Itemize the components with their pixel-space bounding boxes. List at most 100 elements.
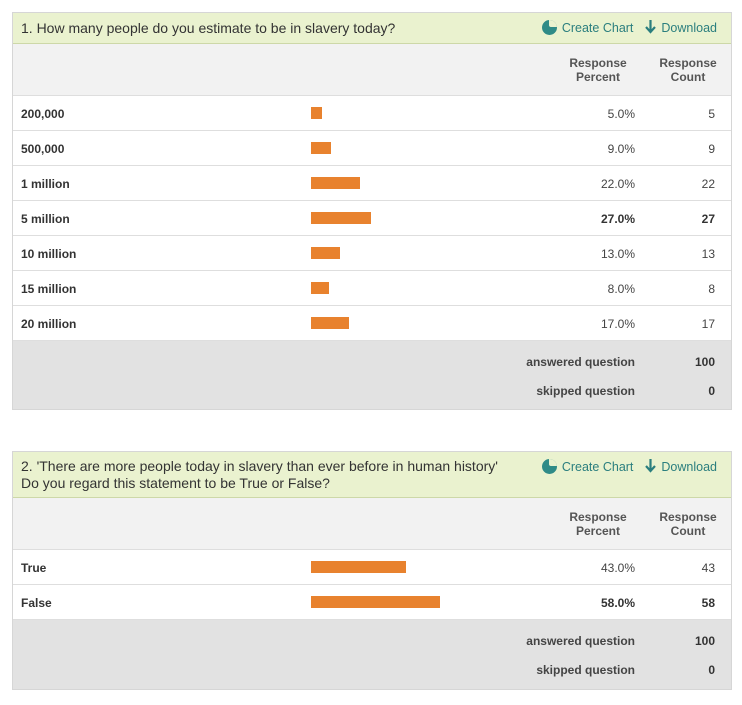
create-chart-button[interactable]: Create Chart [541,459,634,474]
skipped-value: 0 [708,384,715,398]
response-bar [311,317,349,329]
response-bar [311,212,371,224]
answer-label: False [21,596,52,610]
response-percent: 22.0% [600,177,635,191]
pie-chart-icon [541,20,557,35]
bar-track [311,107,461,119]
answer-label: 500,000 [21,142,65,156]
bar-track [311,317,461,329]
response-bar [311,596,440,608]
answered-row: answered question 100 [13,634,731,654]
answer-label: 5 million [21,212,70,226]
response-percent: 43.0% [600,561,635,575]
answered-row: answered question 100 [13,355,731,375]
answer-rows: True 43.0% 43 False 58.0% 58 [13,550,731,620]
answer-row: True 43.0% 43 [13,550,731,585]
download-label: Download [661,459,717,474]
skipped-row: skipped question 0 [13,384,731,404]
response-count-header: Response Count [648,56,728,84]
skipped-value: 0 [708,663,715,677]
column-header: Response Percent Response Count [13,44,731,96]
response-count: 22 [701,177,715,191]
answer-row: 15 million 8.0% 8 [13,271,731,306]
question-title: 1. How many people do you estimate to be… [21,19,396,36]
summary-section: answered question 100 skipped question 0 [13,620,731,689]
response-count: 9 [708,142,715,156]
answered-label: answered question [526,355,635,369]
response-bar [311,142,331,154]
response-percent: 13.0% [600,247,635,261]
response-percent-header-text: Response Percent [569,56,627,84]
response-percent: 58.0% [600,596,635,610]
response-count-header-text: Response Count [659,510,717,538]
response-percent: 8.0% [607,282,635,296]
bar-track [311,247,461,259]
question-actions: Create Chart Download [541,20,717,35]
bar-track [311,212,461,224]
response-percent: 17.0% [600,317,635,331]
answer-label: 200,000 [21,107,65,121]
answer-row: 500,000 9.0% 9 [13,131,731,166]
question-title: 2. 'There are more people today in slave… [21,457,498,491]
answer-label: 15 million [21,282,77,296]
create-chart-button[interactable]: Create Chart [541,20,634,35]
answer-row: 1 million 22.0% 22 [13,166,731,201]
answer-row: 200,000 5.0% 5 [13,96,731,131]
response-percent: 27.0% [600,212,635,226]
skipped-row: skipped question 0 [13,663,731,683]
response-count: 13 [701,247,715,261]
pie-chart-icon [541,459,557,474]
response-percent-header-text: Response Percent [569,510,627,538]
download-label: Download [661,20,717,35]
response-percent-header: Response Percent [558,510,638,538]
answer-row: 20 million 17.0% 17 [13,306,731,341]
answer-label: 10 million [21,247,77,261]
answered-label: answered question [526,634,635,648]
question-actions: Create Chart Download [541,459,717,474]
response-bar [311,247,340,259]
question-header: 1. How many people do you estimate to be… [13,13,731,44]
skipped-label: skipped question [536,663,635,677]
answer-label: 1 million [21,177,70,191]
answered-value: 100 [694,634,715,648]
column-header: Response Percent Response Count [13,498,731,550]
response-count-header: Response Count [648,510,728,538]
answer-row: False 58.0% 58 [13,585,731,620]
response-count: 17 [701,317,715,331]
bar-track [311,142,461,154]
bar-track [311,177,461,189]
response-percent-header: Response Percent [558,56,638,84]
question-header: 2. 'There are more people today in slave… [13,452,731,498]
bar-track [311,282,461,294]
answered-value: 100 [694,355,715,369]
response-count-header-text: Response Count [659,56,717,84]
summary-section: answered question 100 skipped question 0 [13,341,731,409]
create-chart-label: Create Chart [561,20,634,35]
answer-label: 20 million [21,317,77,331]
question-block-2: 2. 'There are more people today in slave… [12,451,732,690]
download-button[interactable]: Download [645,20,717,35]
answer-label: True [21,561,47,575]
download-button[interactable]: Download [645,459,717,474]
response-bar [311,107,322,119]
bar-track [311,596,461,608]
answer-row: 10 million 13.0% 13 [13,236,731,271]
download-arrow-icon [645,459,657,474]
response-count: 5 [708,107,715,121]
answer-row: 5 million 27.0% 27 [13,201,731,236]
response-percent: 9.0% [607,142,635,156]
response-count: 8 [708,282,715,296]
answer-rows: 200,000 5.0% 5 500,000 9.0% 9 1 million 22.0% 22… [13,96,731,341]
response-bar [311,561,406,573]
response-count: 58 [701,596,715,610]
skipped-label: skipped question [536,384,635,398]
bar-track [311,561,461,573]
response-bar [311,282,329,294]
question-block-1: 1. How many people do you estimate to be… [12,12,732,410]
create-chart-label: Create Chart [561,459,634,474]
response-bar [311,177,360,189]
response-percent: 5.0% [607,107,635,121]
response-count: 43 [701,561,715,575]
response-count: 27 [701,212,715,226]
download-arrow-icon [645,20,657,35]
